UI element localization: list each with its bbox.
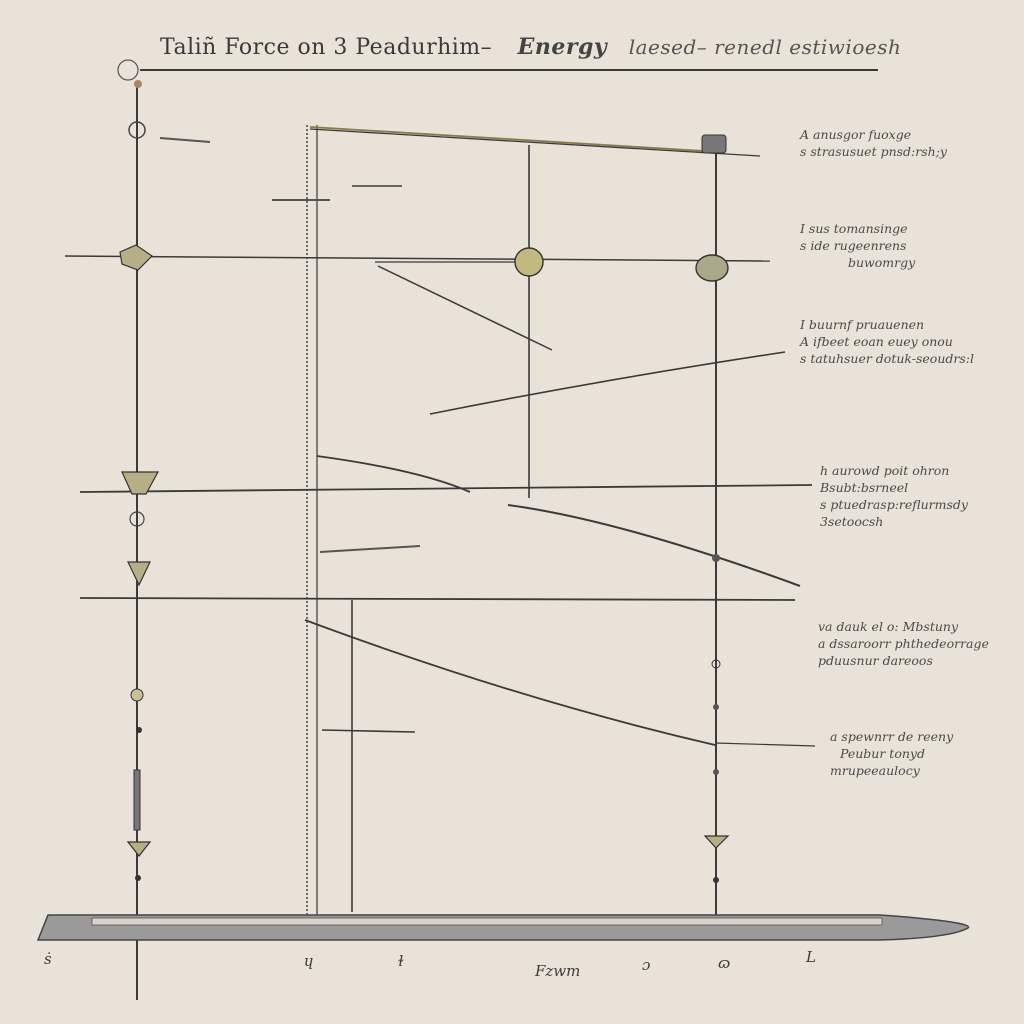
right-node-5 <box>713 877 719 883</box>
right-bob <box>695 254 729 282</box>
level-line-3 <box>79 597 796 601</box>
left-node-2 <box>136 727 142 733</box>
right-bob <box>703 835 730 849</box>
left-bob-2 <box>121 471 160 495</box>
title-part-1: Taliñ Force on 3 Peadurhim– <box>160 35 493 60</box>
note-6: a spewnrr de reeny Peubur tonyd mrupeeau… <box>830 728 953 779</box>
left-ring-2 <box>129 511 145 527</box>
left-bob-4 <box>126 841 152 857</box>
right-node-4 <box>713 769 719 775</box>
left-node-3 <box>135 875 141 881</box>
note-5-line-3: pduusnur dareoos <box>818 653 933 668</box>
title-part-2: Energy <box>517 34 608 60</box>
level-line-1 <box>64 255 771 262</box>
note-6-line-2: Peubur tonyd <box>840 746 925 761</box>
page-title: Taliñ Force on 3 Peadurhim– Energy laese… <box>160 34 901 60</box>
note-5-line-1: va dauk el o: Mbstuny <box>818 619 959 634</box>
title-ring <box>117 59 139 81</box>
top-beam <box>309 126 721 153</box>
bottom-label-3: ɫ <box>398 952 404 970</box>
right-node-3 <box>713 704 719 710</box>
note-5: va dauk el o: Mbstuny a dssaroorr phthed… <box>818 618 989 669</box>
note-5-line-2: a dssaroorr phthedeorrage <box>818 636 989 651</box>
note-3-line-1: I buurnf pruauenen <box>800 317 925 332</box>
left-ring <box>128 121 146 139</box>
note-3-line-2: A ifbeet eoan euey onou <box>800 334 953 349</box>
note-4-line-4: 3setoocsh <box>820 514 884 529</box>
left-top-knob <box>134 80 142 88</box>
right-arm <box>714 742 816 747</box>
left-node-1 <box>130 688 144 702</box>
curve-to-level <box>316 455 471 493</box>
right-node-1 <box>712 554 720 562</box>
mid-cross <box>321 729 416 733</box>
rising-curve <box>429 351 786 415</box>
bottom-label-7: L <box>806 948 816 966</box>
note-2-line-1: I sus tomansinge <box>800 221 908 236</box>
note-4-line-2: Bsubt:bsrneel <box>820 480 909 495</box>
top-beam-shadow <box>309 128 761 157</box>
note-2: I sus tomansinge s ide rugeenrens buwomr… <box>800 220 915 271</box>
bottom-label-5: ɔ <box>642 956 651 974</box>
note-3: I buurnf pruauenen A ifbeet eoan euey on… <box>800 316 974 367</box>
ground-highlight <box>91 917 883 926</box>
note-6-line-1: a spewnrr de reeny <box>830 729 954 744</box>
left-weight <box>133 769 141 831</box>
note-4-line-3: s ptuedrasp:reflurmsdy <box>820 497 968 512</box>
note-2-line-3: buwomrgy <box>848 255 916 270</box>
right-node-2 <box>711 659 721 669</box>
bottom-label-2: ɥ <box>304 952 314 970</box>
level-line-2 <box>79 484 813 493</box>
note-1-line-1: A anusgor fuoxge <box>800 127 912 142</box>
note-1-line-2: s strasusuet pnsd:rsh;y <box>800 144 947 159</box>
center-bob <box>514 247 544 277</box>
note-3-line-3: s tatuhsuer dotuk-seoudrs:l <box>800 351 974 366</box>
note-2-line-2: s ide rugeenrens <box>800 238 907 253</box>
bottom-label-1: ṡ <box>44 950 52 968</box>
title-part-3: laesed– renedl estiwioesh <box>628 35 902 59</box>
note-4-line-1: h aurowd poit ohron <box>820 463 950 478</box>
small-dash-1 <box>159 137 211 143</box>
bottom-label-6: ɷ <box>718 954 731 972</box>
long-decline <box>304 619 716 746</box>
note-1: A anusgor fuoxge s strasusuet pnsd:rsh;y <box>800 126 947 160</box>
top-right-clamp <box>701 134 727 154</box>
left-bob-1 <box>119 244 153 271</box>
left-bob-3 <box>127 561 151 587</box>
bottom-label-4: Fzwm <box>535 962 581 980</box>
floating-dash <box>319 545 421 553</box>
note-6-line-3: mrupeeaulocy <box>830 763 920 778</box>
diagonal-1 <box>377 265 553 351</box>
note-4: h aurowd poit ohron Bsubt:bsrneel s ptue… <box>820 462 968 530</box>
swing-curve <box>507 504 801 587</box>
